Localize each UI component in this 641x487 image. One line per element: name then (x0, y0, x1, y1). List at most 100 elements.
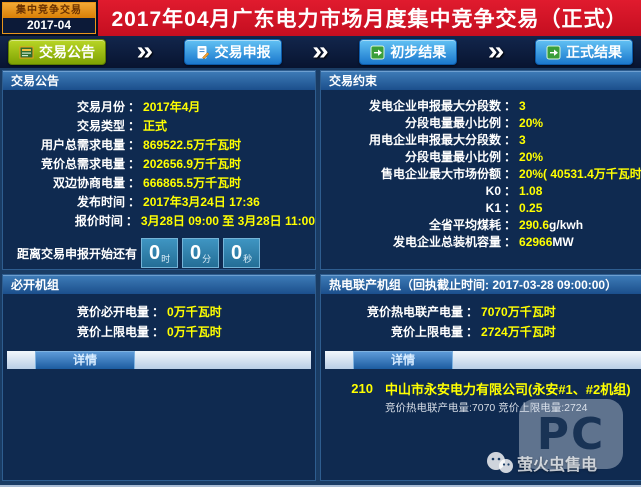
separator: ： (504, 133, 517, 147)
field-row: K1： 0.25 (321, 199, 641, 216)
field-unit: MW (552, 234, 574, 249)
header: 集中竞争交易 2017-04 2017年04月广东电力市场月度集中竞争交易（正式… (0, 0, 641, 36)
field-value: 20%( 40531.4万千瓦时) (519, 167, 641, 181)
field-value: 正式 (143, 119, 168, 133)
chp-unit-info: 中山市永安电力有限公司(永安#1、#2机组) 竞价热电联产电量:7070 竞价上… (385, 379, 631, 415)
field-row: 发电企业申报最大分段数： 3 (321, 97, 641, 114)
field-label: 用电企业申报最大分段数 (368, 133, 501, 147)
field-row: 竞价上限电量： 0万千瓦时 (3, 321, 315, 341)
panel-trade-constraints: 交易约束 发电企业申报最大分段数： 3 分段电量最小比例： 20% 用电企业申报最大… (320, 70, 641, 270)
field-label: 发电企业总装机容量 (392, 235, 501, 249)
panel-header: 热电联产机组（回执截止时间: 2017-03-28 09:00:00） (321, 275, 641, 294)
panel-body: 交易月份： 2017年4月 交易类型：正式 用户总需求电量： 869522.5万千瓦… (3, 90, 315, 269)
field-value: 1.08 (519, 183, 543, 198)
separator: ： (466, 304, 479, 319)
nav-bar: 交易公告 » 交易申报 » 初步结果 » 正式结果 (0, 36, 641, 68)
separator: ： (504, 184, 517, 198)
field-label: 竞价必开电量 (76, 304, 149, 319)
field-row: 分段电量最小比例： 20% (321, 148, 641, 165)
nav-label: 初步结果 (390, 44, 447, 60)
field-row: 竞价热电联产电量： 7070万千瓦时 (321, 301, 641, 321)
main-area: 交易公告 交易月份： 2017年4月 交易类型：正式 用户总需求电量： 869522… (0, 68, 641, 487)
chp-unit-name: 中山市永安电力有限公司(永安#1、#2机组) (385, 382, 631, 397)
field-label: 报价时间 (74, 214, 123, 228)
separator: ： (504, 235, 517, 249)
field-label: 分段电量最小比例 (404, 116, 501, 130)
field-label: 全省平均煤耗 (428, 218, 501, 232)
field-row: 全省平均煤耗： 290.6 g/kwh (321, 216, 641, 233)
field-row: 用电企业申报最大分段数： 3 (321, 131, 641, 148)
details-tab[interactable]: 详情 (35, 351, 135, 369)
panel-body: 竞价必开电量： 0万千瓦时 竞价上限电量： 0万千瓦时 详情 (3, 294, 315, 480)
trade-period-badge-frame: 集中竞争交易 2017-04 (2, 2, 96, 34)
countdown-seconds-value: 0 (230, 242, 243, 264)
chevron-right-icon: » (136, 37, 154, 66)
field-row: 竞价上限电量： 2724万千瓦时 (321, 321, 641, 341)
field-value: 3 (519, 132, 526, 147)
chp-unit-detail: 竞价热电联产电量:7070 竞价上限电量:2724 (385, 402, 588, 414)
chp-unit-list-item[interactable]: 210 中山市永安电力有限公司(永安#1、#2机组) 竞价热电联产电量:7070… (321, 379, 641, 415)
nav-button-official-results[interactable]: 正式结果 (534, 39, 633, 65)
field-value: 3 (519, 98, 526, 113)
field-value: 20% (519, 149, 544, 164)
separator: ： (128, 100, 141, 114)
countdown-minutes-value: 0 (189, 242, 202, 264)
panel-must-run-units: 必开机组 竞价必开电量： 0万千瓦时 竞价上限电量： 0万千瓦时 详情 (2, 274, 316, 481)
field-value: 2724万千瓦时 (481, 324, 556, 339)
nav-button-announcement[interactable]: 交易公告 (8, 39, 106, 65)
field-label: 交易月份 (76, 100, 125, 114)
panel-trade-announcement: 交易公告 交易月份： 2017年4月 交易类型：正式 用户总需求电量： 869522… (2, 70, 316, 270)
nav-label: 交易申报 (214, 44, 271, 60)
countdown-minutes-unit: 分 (202, 254, 212, 264)
field-unit: g/kwh (549, 217, 584, 232)
separator: ： (152, 304, 165, 319)
field-row: 交易类型：正式 (3, 116, 315, 135)
countdown-hours-unit: 时 (161, 254, 171, 264)
details-tab[interactable]: 详情 (353, 351, 453, 369)
field-row: 分段电量最小比例： 20% (321, 114, 641, 131)
field-value: 0万千瓦时 (167, 324, 222, 339)
field-value: 290.6 (519, 217, 550, 232)
field-label: 竞价总需求电量 (40, 157, 125, 171)
chevron-right-icon: » (312, 37, 329, 66)
nav-label: 交易公告 (39, 44, 95, 60)
nav-button-preliminary-results[interactable]: 初步结果 (359, 39, 458, 65)
chp-unit-id: 210 (351, 381, 373, 396)
panel-header: 交易约束 (321, 71, 641, 90)
field-label: 交易类型 (76, 119, 125, 133)
details-tab-bar: 详情 (325, 351, 641, 369)
field-row: 交易月份： 2017年4月 (3, 97, 315, 116)
field-label: K1 (485, 200, 501, 215)
countdown-label: 距离交易申报开始还有 (17, 246, 138, 261)
field-row: 竞价总需求电量： 202656.9万千瓦时 (3, 154, 315, 173)
trade-period-badge: 集中竞争交易 2017-04 (0, 0, 98, 36)
field-value: 2017年3月24日 17:36 (143, 195, 260, 209)
nav-button-declaration[interactable]: 交易申报 (183, 39, 282, 65)
countdown-hours-value: 0 (148, 242, 161, 264)
field-value: 666865.5万千瓦时 (143, 176, 242, 190)
countdown-seconds-unit: 秒 (243, 254, 253, 264)
left-column: 交易公告 交易月份： 2017年4月 交易类型：正式 用户总需求电量： 869522… (2, 70, 316, 481)
field-value: 0万千瓦时 (167, 304, 222, 319)
badge-trade-type: 集中竞争交易 (3, 3, 95, 18)
panel-header: 必开机组 (3, 275, 315, 294)
panel-body: 竞价热电联产电量： 7070万千瓦时 竞价上限电量： 2724万千瓦时 详情 210… (321, 294, 641, 480)
field-row: 发电企业总装机容量： 62966 MW (321, 233, 641, 250)
result-table-icon (546, 45, 561, 59)
field-label: 售电企业最大市场份额 (380, 167, 501, 181)
field-label: 双边协商电量 (52, 176, 125, 190)
separator: ： (504, 150, 517, 164)
field-row: 售电企业最大市场份额： 20%( 40531.4万千瓦时) (321, 165, 641, 182)
nav-label: 正式结果 (565, 44, 622, 60)
field-label: 发布时间 (76, 195, 125, 209)
separator: ： (128, 157, 141, 171)
separator: ： (152, 324, 165, 339)
field-label: 发电企业申报最大分段数 (368, 99, 501, 113)
result-table-icon (370, 45, 385, 59)
separator: ： (504, 218, 517, 232)
field-row: 用户总需求电量： 869522.5万千瓦时 (3, 135, 315, 154)
